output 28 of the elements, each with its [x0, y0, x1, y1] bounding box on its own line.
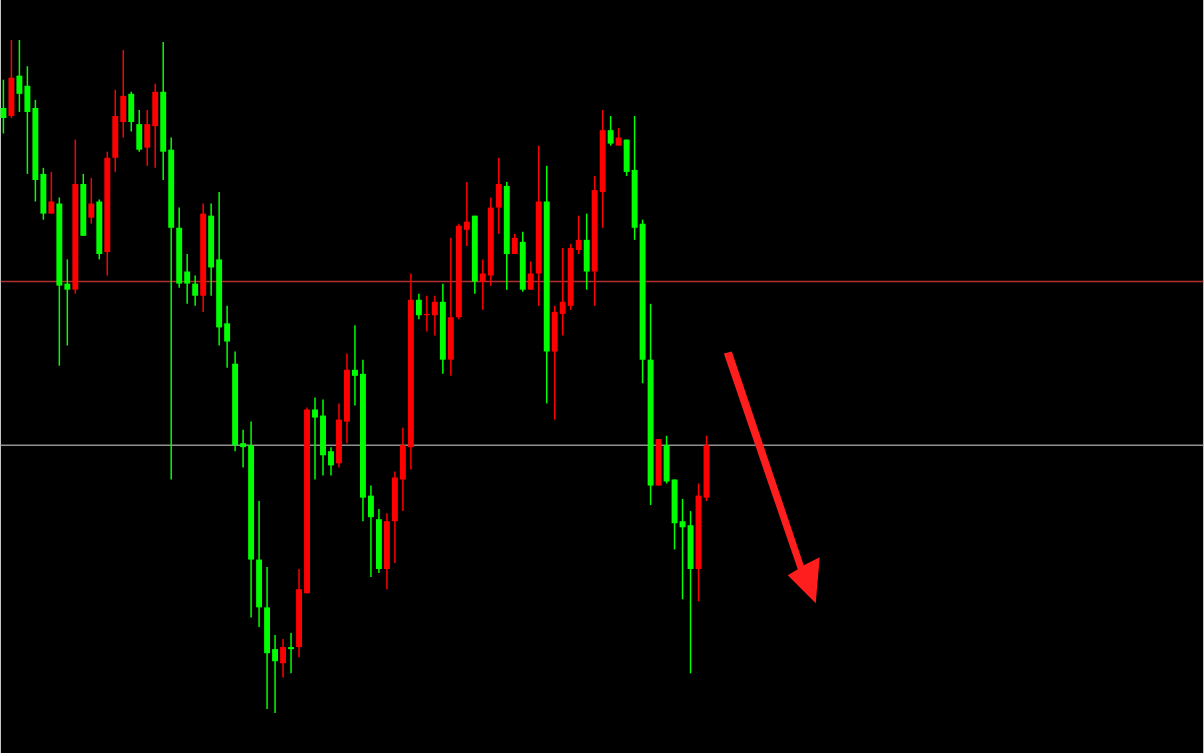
candlestick — [136, 109, 143, 153]
candlestick — [88, 177, 95, 225]
candlestick — [280, 638, 287, 679]
candlestick — [48, 171, 55, 215]
candlestick — [519, 231, 526, 293]
candlestick — [152, 83, 159, 170]
candlestick — [24, 65, 31, 176]
candlestick — [655, 438, 662, 487]
candlestick — [447, 237, 454, 378]
candlestick — [583, 213, 590, 291]
candlestick — [128, 91, 135, 133]
candlestick — [16, 39, 23, 114]
candlestick — [551, 305, 558, 421]
candlestick — [112, 89, 119, 174]
candlestick — [320, 399, 326, 477]
candlestick — [192, 275, 199, 308]
candlestick — [527, 261, 534, 291]
candlestick — [0, 79, 7, 135]
candlestick — [383, 512, 390, 591]
candlestick — [431, 295, 438, 337]
candlestick — [415, 293, 422, 321]
candlestick — [607, 115, 614, 147]
candlestick — [288, 632, 294, 675]
candlestick — [8, 39, 15, 120]
candlestick — [256, 500, 263, 629]
candlestick — [495, 157, 502, 236]
candlestick — [312, 397, 318, 481]
candlestick — [264, 566, 271, 711]
